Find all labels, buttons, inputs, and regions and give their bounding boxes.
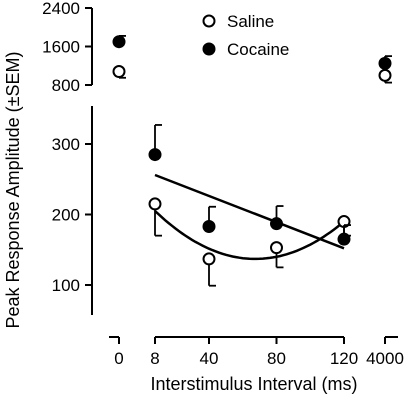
data-points bbox=[112, 35, 392, 287]
y-tick-label: 300 bbox=[52, 135, 80, 154]
point-cocaine bbox=[112, 35, 126, 49]
y-axis-label: Peak Response Amplitude (±SEM) bbox=[3, 51, 23, 328]
y-tick-label: 1600 bbox=[42, 38, 80, 57]
legend: Saline Cocaine bbox=[202, 12, 289, 59]
y-axis-lower: 100 200 300 bbox=[52, 106, 93, 315]
x-tick-label: 4000 bbox=[366, 349, 404, 368]
point-saline bbox=[270, 241, 283, 255]
point-cocaine bbox=[337, 232, 351, 246]
legend-saline-marker bbox=[202, 14, 216, 28]
x-tick-label: 120 bbox=[330, 349, 358, 368]
legend-saline-label: Saline bbox=[227, 12, 274, 31]
point-cocaine bbox=[378, 56, 392, 70]
x-tick-label: 8 bbox=[150, 349, 159, 368]
x-axis: 0 8 40 80 120 4000 bbox=[109, 336, 404, 368]
legend-cocaine-label: Cocaine bbox=[227, 40, 289, 59]
point-cocaine bbox=[202, 219, 216, 233]
point-saline bbox=[202, 252, 216, 266]
fit-line-saline bbox=[154, 210, 345, 261]
point-cocaine bbox=[270, 217, 283, 231]
x-tick-label: 40 bbox=[200, 349, 219, 368]
fit-lines bbox=[154, 173, 345, 261]
fit-line-cocaine bbox=[154, 173, 345, 250]
point-saline bbox=[378, 68, 392, 82]
x-axis-label: Interstimulus Interval (ms) bbox=[150, 374, 357, 394]
x-tick-label: 0 bbox=[114, 349, 123, 368]
y-tick-label: 200 bbox=[52, 206, 80, 225]
point-saline bbox=[112, 65, 126, 79]
point-cocaine bbox=[148, 148, 162, 162]
y-tick-label: 2400 bbox=[42, 0, 80, 18]
y-axis-upper: 800 1600 2400 bbox=[42, 0, 93, 95]
y-tick-label: 100 bbox=[52, 276, 80, 295]
point-saline bbox=[148, 197, 162, 211]
y-tick-label: 800 bbox=[52, 76, 80, 95]
legend-cocaine-marker bbox=[202, 42, 216, 56]
x-tick-label: 80 bbox=[267, 349, 286, 368]
